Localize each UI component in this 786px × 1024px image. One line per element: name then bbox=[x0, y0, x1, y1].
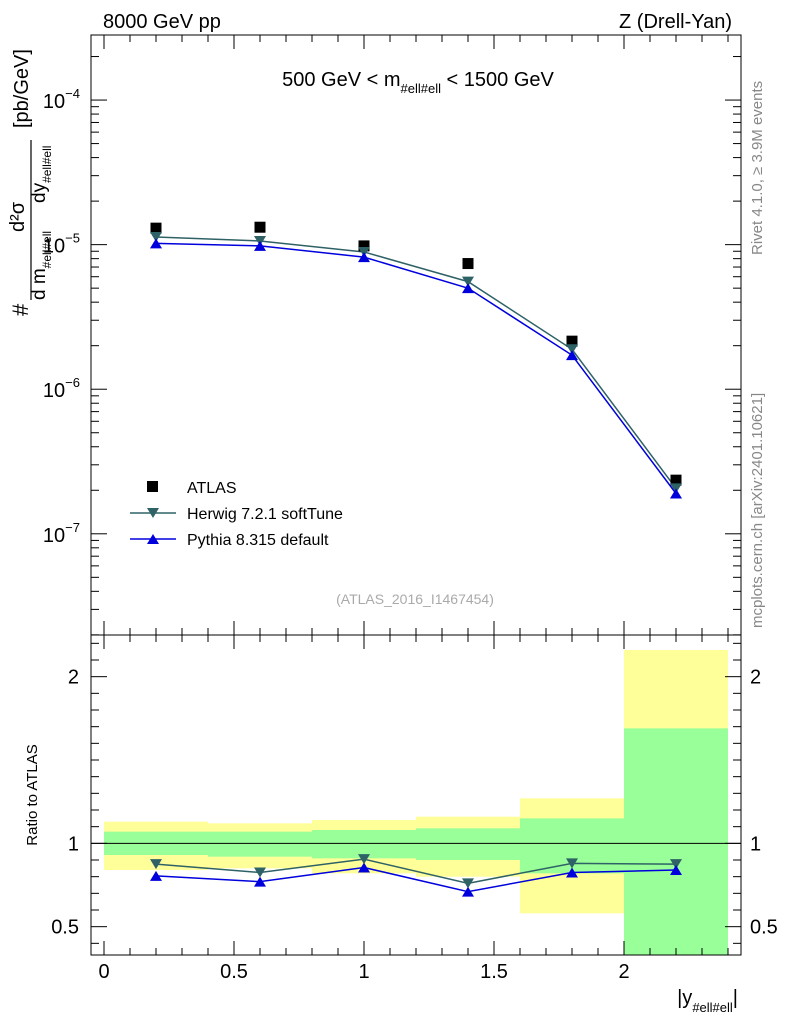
ratio-marker-1-2 bbox=[358, 854, 370, 865]
marker-0-1 bbox=[254, 221, 266, 233]
ratio-tick-label-right-0: 0.5 bbox=[750, 917, 778, 939]
legend-marker-herwig bbox=[147, 508, 159, 518]
main-axis-ticks bbox=[91, 35, 741, 636]
ratio-axis-ticks bbox=[91, 635, 741, 955]
marker-2-3 bbox=[462, 283, 474, 294]
ratio-tick-label-right-2: 2 bbox=[750, 667, 761, 689]
main-y-tick-labels: 10−7 10−6 10−5 10−4 bbox=[43, 86, 80, 547]
legend-marker-atlas bbox=[147, 481, 158, 492]
band-green-5 bbox=[624, 728, 728, 955]
main-series-lines bbox=[155, 236, 677, 494]
y-tick-label-0: 10−7 bbox=[43, 520, 80, 547]
marker-0-5 bbox=[670, 474, 682, 486]
main-y-axis-label: # d²σ d m#ell#ell dy#ell#ell [pb/GeV] bbox=[7, 49, 54, 316]
ratio-y-axis-label: Ratio to ATLAS bbox=[24, 744, 41, 845]
analysis-label: (ATLAS_2016_I1467454) bbox=[336, 591, 494, 607]
y-label-units: [pb/GeV] bbox=[11, 49, 33, 128]
legend-label-atlas: ATLAS bbox=[187, 480, 237, 497]
marker-1-2 bbox=[358, 246, 370, 257]
marker-2-1 bbox=[254, 240, 266, 251]
ratio-marker-2-3 bbox=[462, 886, 474, 897]
y-tick-label-1: 10−6 bbox=[43, 375, 80, 402]
y-label-hash: # bbox=[8, 303, 33, 316]
ratio-marker-1-3 bbox=[462, 878, 474, 889]
y-label-dm: d m#ell#ell bbox=[29, 231, 54, 300]
header-left: 8000 GeV pp bbox=[103, 11, 221, 33]
marker-0-0 bbox=[150, 222, 162, 234]
ratio-tick-label-left-0: 0.5 bbox=[51, 917, 79, 939]
rivet-version-label: Rivet 4.1.0, ≥ 3.9M events bbox=[749, 81, 766, 255]
ratio-line-1 bbox=[155, 858, 677, 885]
main-series-markers bbox=[150, 221, 682, 499]
ratio-tick-label-right-1: 1 bbox=[750, 833, 761, 855]
plot-title: 500 GeV < m#ell#ell < 1500 GeV bbox=[282, 69, 554, 96]
ratio-marker-1-4 bbox=[566, 858, 578, 869]
ratio-marker-1-5 bbox=[670, 859, 682, 870]
ratio-marker-2-0 bbox=[150, 870, 162, 881]
band-green-1 bbox=[208, 831, 312, 857]
ratio-marker-2-5 bbox=[670, 865, 682, 875]
ratio-marker-1-1 bbox=[254, 867, 266, 878]
mcplots-credit-label: mcplots.cern.ch [arXiv:2401.10621] bbox=[749, 393, 766, 628]
legend-label-herwig: Herwig 7.2.1 softTune bbox=[187, 506, 343, 523]
ratio-marker-2-2 bbox=[358, 862, 370, 873]
ratio-series-markers bbox=[150, 854, 682, 897]
y-label-dy: dy#ell#ell bbox=[29, 146, 54, 203]
band-green-2 bbox=[312, 830, 416, 859]
marker-1-5 bbox=[670, 483, 682, 494]
ratio-y-tick-labels: 0.5 0.5 1 1 2 2 bbox=[51, 667, 778, 939]
main-panel: 500 GeV < m#ell#ell < 1500 GeV (ATLAS_20… bbox=[7, 34, 742, 636]
ratio-tick-label-left-2: 2 bbox=[68, 667, 79, 689]
legend-marker-pythia bbox=[147, 534, 159, 544]
main-plot-frame bbox=[90, 34, 742, 636]
marker-2-4 bbox=[566, 350, 578, 361]
y-tick-label-3: 10−4 bbox=[43, 86, 80, 113]
x-tick-label-3: 1.5 bbox=[480, 961, 508, 983]
y-tick-label-2: 10−5 bbox=[43, 231, 80, 258]
y-label-numerator: d²σ bbox=[7, 201, 29, 232]
marker-1-4 bbox=[566, 344, 578, 355]
x-tick-label-0: 0 bbox=[98, 961, 109, 983]
x-tick-label-2: 1 bbox=[358, 961, 369, 983]
marker-1-3 bbox=[462, 276, 474, 287]
x-tick-labels: 0 0.5 1 1.5 2 bbox=[98, 961, 629, 983]
ratio-marker-2-1 bbox=[254, 876, 266, 887]
band-green-3 bbox=[416, 828, 520, 860]
header-right: Z (Drell-Yan) bbox=[619, 11, 732, 33]
ratio-tick-label-left-1: 1 bbox=[68, 833, 79, 855]
ratio-marker-1-0 bbox=[150, 859, 162, 870]
series-line-1 bbox=[155, 236, 677, 489]
marker-2-5 bbox=[670, 488, 682, 499]
marker-2-0 bbox=[150, 238, 162, 249]
marker-0-4 bbox=[566, 335, 578, 347]
x-axis-label: |y#ell#ell| bbox=[677, 987, 738, 1015]
x-tick-label-4: 2 bbox=[618, 961, 629, 983]
marker-1-0 bbox=[150, 231, 162, 242]
ratio-line-2 bbox=[155, 866, 677, 893]
ratio-marker-2-4 bbox=[566, 867, 578, 878]
legend-label-pythia: Pythia 8.315 default bbox=[187, 532, 329, 549]
marker-0-3 bbox=[462, 258, 474, 270]
ratio-uncertainty-bands bbox=[104, 650, 728, 955]
ratio-panel: 0.5 0.5 1 1 2 2 0 0.5 1 1.5 2 Ratio to ATLAS |y#e… bbox=[24, 634, 778, 1015]
x-tick-label-1: 0.5 bbox=[220, 961, 248, 983]
ratio-series-lines bbox=[155, 858, 677, 893]
legend: ATLAS Herwig 7.2.1 softTune Pythia 8.315… bbox=[130, 480, 343, 549]
marker-2-2 bbox=[358, 252, 370, 263]
marker-0-2 bbox=[358, 240, 370, 252]
series-line-2 bbox=[155, 242, 677, 494]
